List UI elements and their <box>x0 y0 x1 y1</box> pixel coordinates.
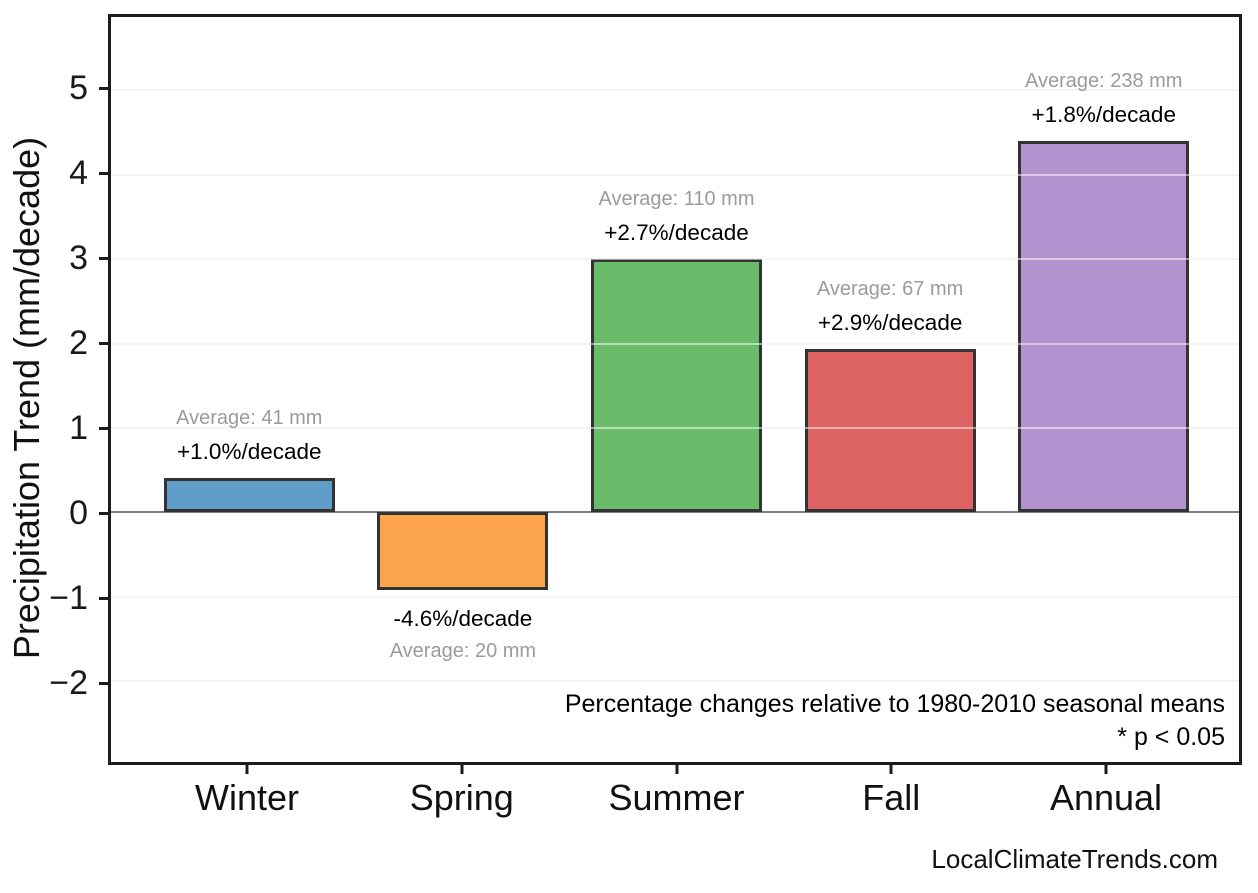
gridline-overlay <box>111 173 1239 176</box>
footnote-line-1: Percentage changes relative to 1980-2010… <box>564 690 1225 718</box>
y-tick-mark <box>99 257 108 261</box>
gridline-overlay <box>111 342 1239 345</box>
trend-label: +2.7%/decade <box>604 220 749 246</box>
bar-annotation-winter: Average: 41 mm +1.0%/decade <box>176 402 322 468</box>
y-tick-mark <box>99 172 108 176</box>
y-tick-label: 1 <box>69 409 88 448</box>
y-tick-mark <box>99 342 108 346</box>
trend-label: +1.8%/decade <box>1031 102 1176 128</box>
trend-label: +2.9%/decade <box>817 309 963 335</box>
y-tick-label: 3 <box>69 239 88 278</box>
x-tick-label-summer: Summer <box>608 777 745 818</box>
bar-spring <box>377 512 549 590</box>
bar-fall <box>804 348 976 513</box>
footnote-line-2: * p < 0.05 <box>1117 723 1225 751</box>
y-tick-label: 0 <box>69 494 88 533</box>
bar-annual <box>1018 141 1190 513</box>
trend-label: +1.0%/decade <box>177 438 322 464</box>
y-axis: 5 4 3 2 1 0 −1 −2 <box>0 14 108 765</box>
plot-area: Percentage changes relative to 1980-2010… <box>108 14 1242 765</box>
average-label: Average: 110 mm <box>598 188 755 211</box>
y-tick-label: −1 <box>49 579 88 618</box>
y-tick-mark <box>99 427 108 431</box>
y-tick-mark <box>99 682 108 686</box>
x-tick-mark <box>889 765 893 774</box>
x-tick-label-annual: Annual <box>1049 777 1163 818</box>
bar-annotation-spring: -4.6%/decade Average: 20 mm <box>390 602 536 668</box>
y-tick-label: 4 <box>69 154 88 193</box>
average-label: Average: 238 mm <box>1024 70 1183 93</box>
x-axis: Winter Spring Summer Fall Annual <box>108 765 1242 835</box>
bar-summer <box>590 259 763 513</box>
gridline-overlay <box>111 426 1239 429</box>
x-tick-label-spring: Spring <box>409 777 514 818</box>
x-tick-mark <box>245 765 249 774</box>
bar-annotation-summer: Average: 110 mm +2.7%/decade <box>598 183 754 249</box>
y-tick-mark <box>99 512 108 516</box>
footnote: Percentage changes relative to 1980-2010… <box>565 688 1225 754</box>
bar-annotation-fall: Average: 67 mm +2.9%/decade <box>817 273 963 339</box>
average-label: Average: 20 mm <box>389 639 537 662</box>
x-tick-mark <box>460 765 464 774</box>
y-tick-label: 2 <box>69 324 88 363</box>
y-tick-mark <box>99 86 108 90</box>
trend-label: -4.6%/decade <box>393 605 533 631</box>
watermark: LocalClimateTrends.com <box>931 844 1218 874</box>
gridline-overlay <box>111 595 1239 598</box>
gridline-overlay <box>111 680 1239 682</box>
y-tick-label: −2 <box>49 664 88 703</box>
bar-annotation-annual: Average: 238 mm +1.8%/decade <box>1025 65 1183 131</box>
zero-line <box>111 511 1239 514</box>
average-label: Average: 41 mm <box>176 406 323 429</box>
x-tick-label-fall: Fall <box>862 777 921 818</box>
average-label: Average: 67 mm <box>816 277 964 300</box>
gridline-overlay <box>111 258 1239 261</box>
x-tick-mark <box>1104 765 1108 774</box>
x-tick-label-winter: Winter <box>195 777 300 818</box>
y-tick-label: 5 <box>69 68 88 107</box>
y-tick-mark <box>99 597 108 601</box>
gridline-overlay <box>111 89 1239 92</box>
bar-winter <box>163 477 335 513</box>
x-tick-mark <box>675 765 679 774</box>
